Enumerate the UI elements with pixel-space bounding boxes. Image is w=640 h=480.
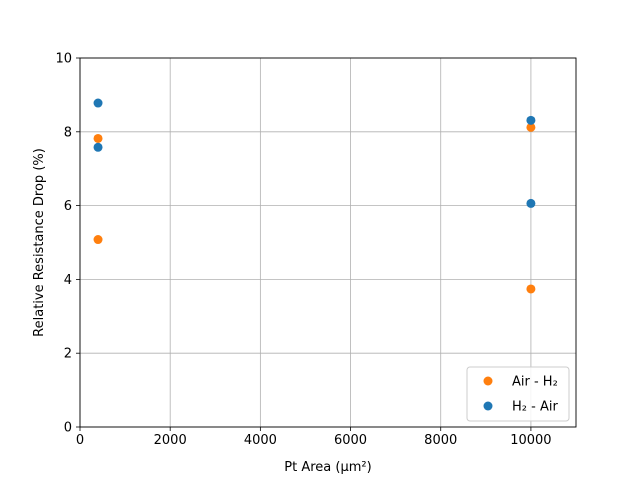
data-points	[93, 98, 536, 294]
x-tick-label: 8000	[424, 433, 457, 448]
legend-marker	[483, 376, 493, 386]
plot-frame	[79, 57, 577, 428]
legend: Air - H₂ H₂ - Air	[466, 366, 570, 422]
x-tick-label: 10000	[510, 433, 551, 448]
legend-label: Air - H₂	[512, 375, 558, 390]
y-axis-label: Relative Resistance Drop (%)	[32, 148, 47, 337]
x-tick-label: 2000	[154, 433, 187, 448]
data-point-series-1	[93, 98, 103, 108]
legend-marker	[483, 401, 493, 411]
data-point-series-0	[526, 284, 536, 294]
y-tick-label: 10	[55, 52, 72, 67]
y-tick-label: 8	[64, 125, 72, 140]
x-tick-label: 0	[76, 433, 84, 448]
x-tick-label: 4000	[244, 433, 277, 448]
y-tick-label: 6	[64, 199, 72, 214]
data-point-series-0	[93, 235, 103, 245]
legend-label: H₂ - Air	[512, 400, 558, 415]
data-point-series-1	[526, 115, 536, 125]
legend-box	[466, 366, 570, 422]
data-point-series-0	[526, 122, 536, 132]
data-point-series-1	[93, 142, 103, 152]
y-tick-label: 2	[64, 347, 72, 362]
data-point-series-0	[93, 133, 103, 143]
x-tick-label: 6000	[334, 433, 367, 448]
y-tick-label: 0	[64, 421, 72, 436]
x-axis-label: Pt Area (μm²)	[284, 460, 371, 475]
y-tick-label: 4	[64, 273, 72, 288]
axis-ticks: 0 2000 4000 6000 8000 10000 0 2 4 6 8 10	[55, 52, 551, 449]
data-point-series-1	[526, 198, 536, 208]
